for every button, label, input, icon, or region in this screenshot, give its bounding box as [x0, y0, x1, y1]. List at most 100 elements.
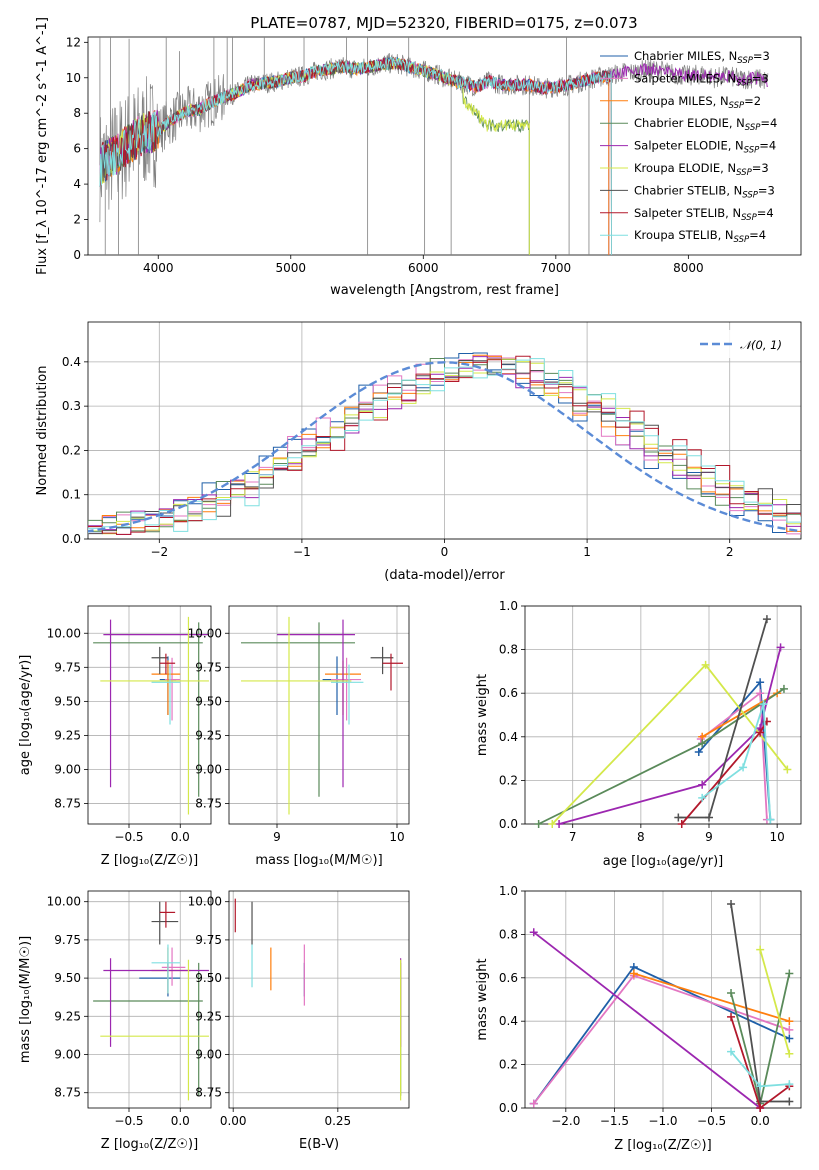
y-tick-label: 10.00: [188, 626, 222, 640]
x-tick-label: 10: [389, 830, 404, 844]
weight-marker-kroupa-stelib: [766, 815, 775, 824]
x-tick-label: 0: [441, 545, 449, 559]
y-tick-label: 1.0: [499, 884, 518, 898]
weight-marker-salpeter-stelib: [756, 1104, 765, 1112]
gaussian-curve: [88, 361, 801, 533]
y-tick-label: 6: [73, 142, 81, 156]
mass_vs_Z-frame: [87, 890, 212, 1109]
spectrum-legend: Chabrier MILES, NSSP=3 Salpeter MILES, NS…: [600, 49, 777, 245]
weight-marker-salpeter-elodie: [698, 780, 707, 789]
y-tick-label: 8.75: [195, 797, 222, 811]
x-tick-label: −0.5: [114, 830, 143, 844]
y-tick-label: 8.75: [54, 797, 81, 811]
y-tick-label: 9.75: [195, 933, 222, 947]
weight-marker-chabrier-miles: [785, 1034, 794, 1043]
weight-marker-kroupa-stelib: [785, 1080, 794, 1089]
x-tick-label: 0.0: [751, 1114, 770, 1128]
x-tick-label: −1: [293, 545, 311, 559]
y-tick-label: 10.00: [188, 895, 222, 909]
y-tick-label: 1.0: [499, 599, 518, 613]
weight-marker-kroupa-stelib: [739, 763, 748, 772]
residuals-axes: −2 −1 0 1 2 0.0 0.1 0.2 0.3 0.4 (data-model)/error…: [35, 321, 802, 583]
y-tick-label: 9.50: [195, 694, 222, 708]
legend-label: Salpeter STELIB, NSSP=4: [634, 206, 774, 223]
spectrum-axes: 4000 5000 6000 7000 8000 0 2 4 6 8 10 12 wavelength …: [35, 17, 802, 298]
weight-marker-chabrier-elodie: [785, 969, 794, 978]
mass_vs_EBV-axes: 0.00 0.25 8.75 9.00 9.25 9.50 9.75 10.00 E(B-V): [188, 890, 410, 1152]
x-tick-label: 0.25: [324, 1114, 351, 1128]
weight-marker-chabrier-miles: [756, 678, 765, 687]
y-tick-label: 8: [73, 106, 81, 120]
y-tick-label: 0.0: [62, 532, 81, 546]
y-tick-label: 0.2: [62, 443, 81, 457]
weight-line-salpeter-elodie: [533, 931, 761, 1109]
age_vs_mass-frame: [228, 605, 410, 825]
y-tick-label: 0.8: [499, 927, 518, 941]
y-tick-label: 0.1: [62, 488, 81, 502]
weight-marker-kroupa-elodie: [783, 765, 792, 774]
x-tick-label: 10: [770, 830, 785, 844]
residuals-legend: 𝒩(0, 1): [690, 330, 794, 358]
model-spectrum-salpeter-stelib: [99, 57, 612, 255]
spectrum-frame: [87, 36, 802, 256]
y-tick-label: 10: [66, 71, 81, 85]
y-tick-label: 9.00: [54, 1048, 81, 1062]
y-tick-label: 9.25: [195, 728, 222, 742]
age_vs_mass-axes: 9 10 8.75 9.00 9.25 9.50 9.75 10.00 mass [log₁₀(…: [188, 605, 410, 868]
y-tick-label: 0.6: [499, 686, 518, 700]
x-tick-label: 5000: [275, 261, 306, 275]
weight-marker-kroupa-elodie: [785, 1049, 794, 1058]
x-tick-label: 9: [705, 830, 713, 844]
weight_vs_age-axes: 7 8 9 10 0.0 0.2 0.4 0.6 0.8 1.0 age [log₁₀(age/yr…: [475, 599, 802, 869]
legend-label: Kroupa MILES, NSSP=2: [634, 94, 761, 111]
age_vs_Z-axes: −0.5 0.0 8.75 9.00 9.25 9.50 9.75 10.00 Z [log₁₀…: [18, 605, 212, 868]
weight-marker-kroupa-stelib: [698, 793, 707, 802]
weight-marker-chabrier-stelib: [727, 900, 736, 909]
x-axis-label: Z [log₁₀(Z/Z☉)]: [101, 853, 198, 868]
y-tick-label: 0.0: [499, 1101, 518, 1115]
weight-marker-chabrier-elodie: [727, 988, 736, 997]
weight-marker-salpeter-stelib: [756, 728, 765, 737]
age_vs_Z-plot-area: [93, 616, 209, 815]
x-tick-label: 1: [583, 545, 591, 559]
weight-marker-chabrier-miles: [694, 748, 703, 757]
weight_vs_Z-axes: −2.0 −1.5 −1.0 −0.5 0.0 0.0 0.2 0.4 0.6 0.8 1.0 Z […: [475, 884, 802, 1153]
legend-label: Salpeter ELODIE, NSSP=4: [634, 139, 776, 156]
y-tick-label: 0.4: [499, 730, 518, 744]
weight-line-salpeter-elodie: [558, 647, 782, 825]
y-axis-label: mass weight: [475, 674, 490, 756]
y-tick-label: 0.2: [499, 1058, 518, 1072]
weight-marker-salpeter-elodie: [555, 820, 564, 828]
legend-label: Salpeter MILES, NSSP=3: [634, 71, 769, 88]
x-tick-label: 8: [637, 830, 645, 844]
y-tick-label: 9.75: [54, 660, 81, 674]
weight_vs_age-frame: [524, 605, 802, 825]
x-axis-label: (data-model)/error: [384, 568, 505, 583]
x-axis-label: E(B-V): [299, 1137, 339, 1152]
y-tick-label: 8.75: [195, 1086, 222, 1100]
weight-marker-kroupa-elodie: [701, 660, 710, 669]
weight-line-kroupa-elodie: [759, 949, 791, 1055]
model-spectrum-kroupa-stelib: [99, 56, 612, 255]
weight-marker-kroupa-miles: [629, 969, 638, 978]
y-tick-label: 4: [73, 177, 81, 191]
weight_vs_age-plot-area: [534, 615, 792, 828]
age_vs_Z-frame: [87, 605, 212, 825]
legend-label: 𝒩(0, 1): [740, 338, 782, 352]
y-tick-label: 9.25: [54, 728, 81, 742]
figure-title: PLATE=0787, MJD=52320, FIBERID=0175, z=0…: [250, 14, 637, 32]
weight-marker-salpeter-miles: [529, 1099, 538, 1108]
weight-marker-salpeter-stelib: [677, 820, 686, 828]
y-axis-label: mass weight: [475, 958, 490, 1040]
x-axis-label: mass [log₁₀(M/M☉)]: [255, 853, 382, 868]
x-tick-label: 7: [569, 830, 577, 844]
y-tick-label: 9.00: [54, 763, 81, 777]
weight_vs_Z-plot-area: [529, 900, 794, 1112]
y-axis-label: Normed distribution: [35, 366, 50, 496]
y-axis-label: Flux [f_λ 10^-17 erg cm^-2 s^-1 A^-1]: [35, 17, 50, 275]
y-tick-label: 10.00: [47, 895, 81, 909]
x-axis-label: age [log₁₀(age/yr)]: [603, 854, 724, 869]
y-tick-label: 0.4: [499, 1014, 518, 1028]
x-tick-label: 0.00: [220, 1114, 247, 1128]
y-axis-label: mass [log₁₀(M/M☉)]: [18, 936, 33, 1063]
